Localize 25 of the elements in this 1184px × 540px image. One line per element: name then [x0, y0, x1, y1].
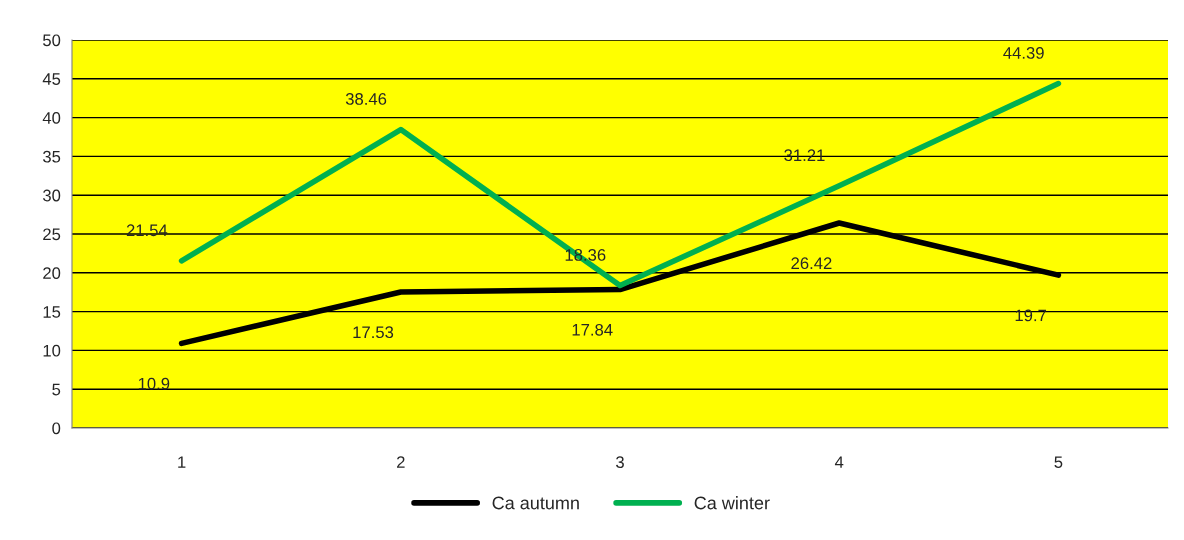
- x-tick-label: 3: [616, 456, 624, 469]
- y-tick-label: 50: [43, 34, 61, 47]
- x-tick-label: 2: [397, 456, 405, 468]
- y-tick-label: 30: [42, 189, 61, 202]
- data-label: 26.42: [791, 257, 832, 270]
- y-tick-label: 20: [43, 267, 61, 279]
- legend-label: Ca autumn: [492, 496, 579, 510]
- y-tick-label: 45: [42, 73, 61, 85]
- y-tick-label: 5: [52, 383, 61, 396]
- legend-label: Ca winter: [694, 496, 770, 510]
- x-tick-label: 4: [834, 456, 844, 468]
- data-label: 38.46: [345, 93, 387, 105]
- data-label: 44.39: [1003, 47, 1044, 59]
- data-label: 19.7: [1015, 309, 1047, 322]
- y-tick-label: 40: [42, 112, 61, 124]
- y-tick-label: 35: [42, 150, 61, 163]
- y-tick-label: 0: [52, 422, 61, 435]
- data-label: 10.9: [138, 377, 170, 390]
- data-label: 17.53: [353, 326, 394, 339]
- y-tick-label: 15: [43, 306, 61, 318]
- y-tick-label: 25: [43, 228, 61, 241]
- x-tick-label: 5: [1054, 456, 1063, 469]
- data-label: 17.84: [572, 323, 613, 336]
- x-tick-label: 1: [178, 456, 186, 468]
- y-tick-label: 10: [43, 344, 61, 357]
